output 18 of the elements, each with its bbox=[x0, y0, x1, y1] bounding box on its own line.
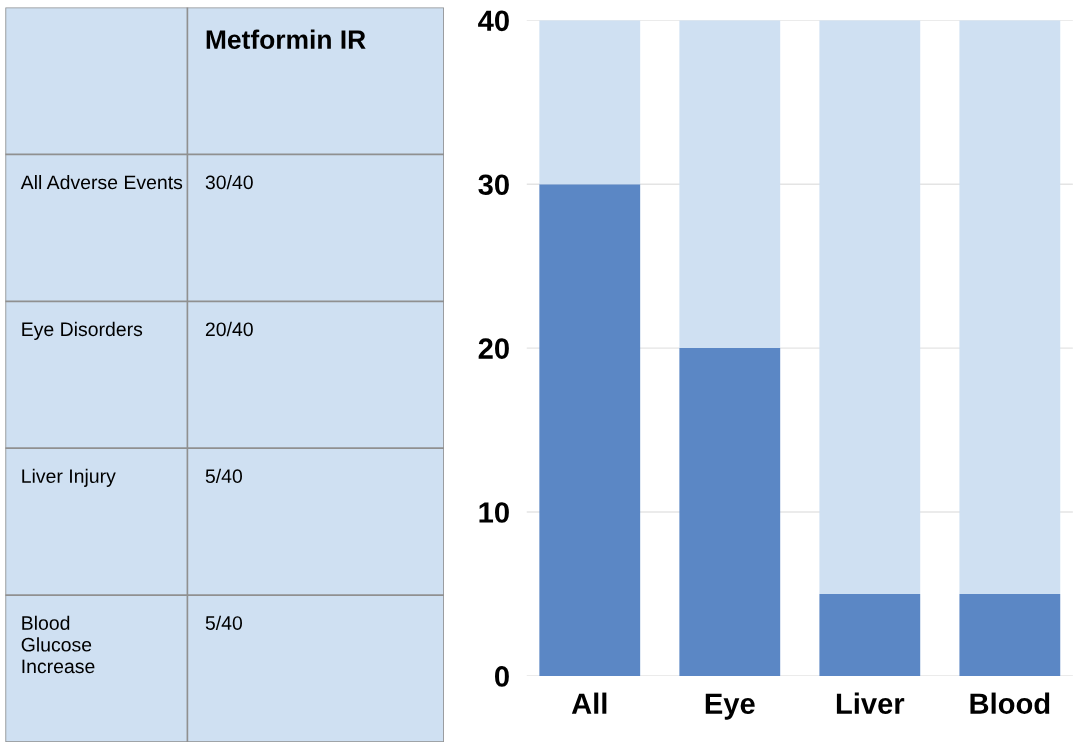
x-tick-label: Blood bbox=[970, 692, 1050, 714]
y-tick-label: 30 bbox=[478, 174, 509, 196]
text: Blood Glucose Increase bbox=[21, 615, 95, 674]
x-tick-label: All bbox=[571, 692, 607, 714]
x-tick-label: Eye bbox=[705, 693, 755, 720]
y-tick-label: 10 bbox=[479, 502, 509, 523]
text: 5/40 bbox=[205, 615, 243, 630]
text: 30/40 bbox=[205, 174, 253, 190]
text: Liver Injury bbox=[22, 468, 116, 487]
y-tick-label: 20 bbox=[478, 338, 509, 359]
text: Metformin IR bbox=[206, 29, 366, 49]
x-tick-label: Liver bbox=[836, 692, 905, 714]
text: 5/40 bbox=[205, 468, 243, 484]
text: Eye Disorders bbox=[22, 321, 143, 340]
y-tick-label: 0 bbox=[495, 666, 509, 687]
y-tick-label: 40 bbox=[478, 10, 509, 32]
text: 20/40 bbox=[205, 321, 253, 337]
text: All Adverse Events bbox=[20, 174, 183, 190]
